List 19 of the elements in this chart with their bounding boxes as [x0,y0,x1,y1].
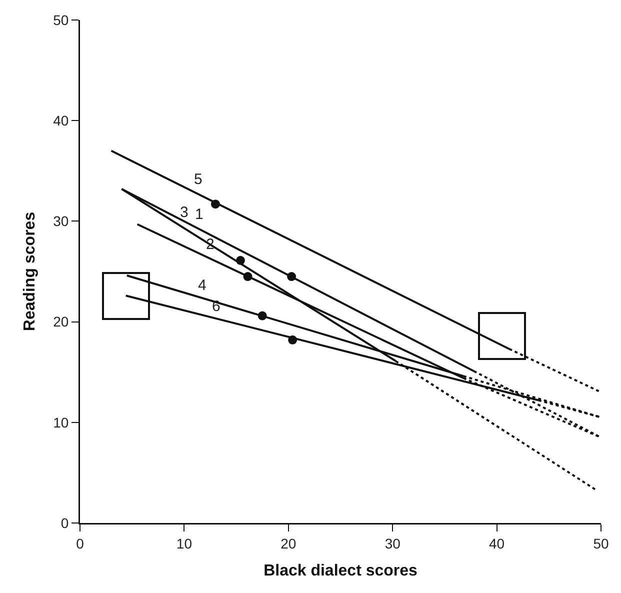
y-tick-label: 10 [53,414,69,430]
series-label: 1 [195,206,204,223]
x-tick-label: 30 [384,535,401,552]
series-label: 3 [180,204,188,221]
y-axis-title: Reading scores [21,212,38,332]
x-axis-title: Black dialect scores [264,562,418,580]
x-tick-label: 50 [593,535,609,552]
y-tick-label: 50 [53,12,69,28]
x-tick-label: 40 [489,535,505,552]
y-tick-label: 0 [60,514,69,531]
y-tick-label: 40 [53,112,69,128]
series-label: 5 [194,171,202,188]
series-label: 6 [212,298,220,315]
y-tick-label: 30 [53,213,69,230]
y-tick-label: 20 [53,314,69,330]
x-tick-label: 0 [76,535,84,552]
x-tick-label: 20 [280,535,296,552]
x-tick-label: 10 [176,535,192,552]
series-label: 4 [198,277,206,294]
